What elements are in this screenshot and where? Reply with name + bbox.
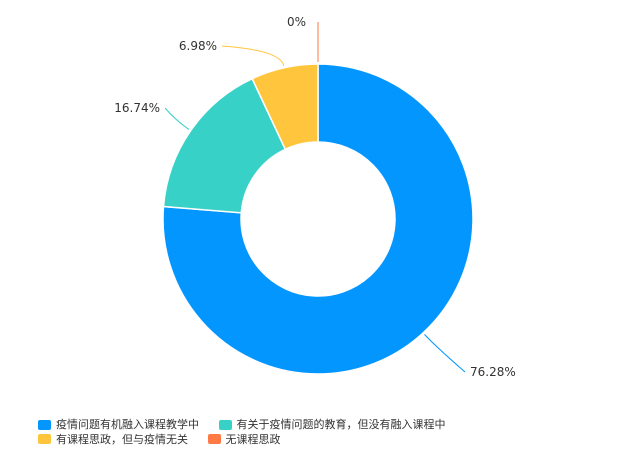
legend-item-1[interactable]: 有关于疫情问题的教育，但没有融入课程中 xyxy=(218,418,446,431)
leader-line-1 xyxy=(164,107,190,130)
chart-legend: 疫情问题有机融入课程教学中 有关于疫情问题的教育，但没有融入课程中 有课程思政，… xyxy=(38,418,613,447)
legend-label-3: 无课程思政 xyxy=(225,432,281,446)
legend-swatch-0 xyxy=(38,419,51,430)
legend-label-1: 有关于疫情问题的教育，但没有融入课程中 xyxy=(236,418,446,431)
donut-slice-0[interactable] xyxy=(162,63,474,375)
legend-swatch-1 xyxy=(218,419,232,430)
legend-label-0: 疫情问题有机融入课程教学中 xyxy=(56,418,199,431)
leader-line-2 xyxy=(221,45,285,66)
donut-slice-2[interactable] xyxy=(251,63,319,151)
legend-label-2: 有课程思政，但与疫情无关 xyxy=(56,432,188,446)
data-label-0: 76.28% xyxy=(470,365,516,379)
legend-item-3[interactable]: 无课程思政 xyxy=(207,432,281,446)
legend-item-0[interactable]: 疫情问题有机融入课程教学中 xyxy=(38,418,199,431)
legend-item-2[interactable]: 有课程思政，但与疫情无关 xyxy=(38,433,188,446)
legend-swatch-3 xyxy=(207,434,221,444)
donut-chart: 76.28% 16.74% 6.98% 0% xyxy=(114,15,516,379)
leader-line-0 xyxy=(424,334,466,373)
data-label-3: 0% xyxy=(287,15,306,29)
data-label-1: 16.74% xyxy=(114,101,160,115)
data-label-2: 6.98% xyxy=(179,39,217,53)
legend-swatch-2 xyxy=(38,434,51,444)
